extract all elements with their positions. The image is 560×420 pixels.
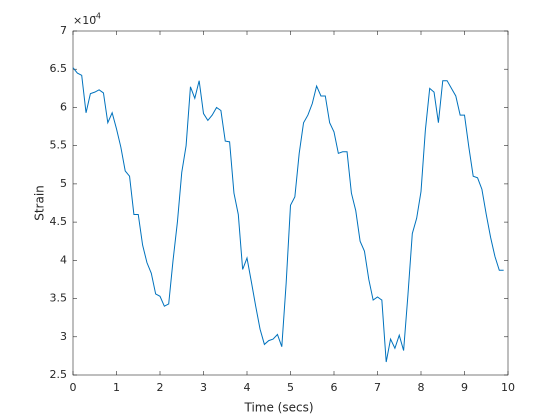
y-tick-label: 5 (60, 177, 67, 190)
y-tick-label: 6 (60, 100, 67, 113)
y-scale-base: ×10 (73, 14, 96, 27)
y-tick-label: 4.5 (50, 215, 68, 228)
x-tick-label: 8 (418, 381, 425, 394)
x-tick-label: 5 (287, 381, 294, 394)
y-tick-label: 2.5 (50, 368, 68, 381)
x-tick-label: 0 (70, 381, 77, 394)
x-tick-label: 9 (461, 381, 468, 394)
y-scale-exponent: -4 (93, 12, 101, 21)
y-tick-label: 7 (60, 24, 67, 37)
y-tick-label: 3.5 (50, 292, 68, 305)
x-axis-label: Time (secs) (243, 401, 313, 415)
axes-box (72, 30, 509, 376)
x-tick-label: 1 (113, 381, 120, 394)
y-tick-label: 4 (60, 253, 67, 266)
y-tick-label: 3 (60, 330, 67, 343)
x-tick-label: 10 (501, 381, 515, 394)
x-tick-label: 7 (374, 381, 381, 394)
y-tick-label: 5.5 (50, 139, 68, 152)
y-tick-label: 6.5 (50, 62, 68, 75)
x-tick-label: 4 (244, 381, 251, 394)
data-line (72, 67, 504, 363)
x-tick-label: 6 (331, 381, 338, 394)
x-tick-label: 3 (200, 381, 207, 394)
x-tick-label: 2 (157, 381, 164, 394)
y-axis-label: Strain (33, 185, 47, 221)
